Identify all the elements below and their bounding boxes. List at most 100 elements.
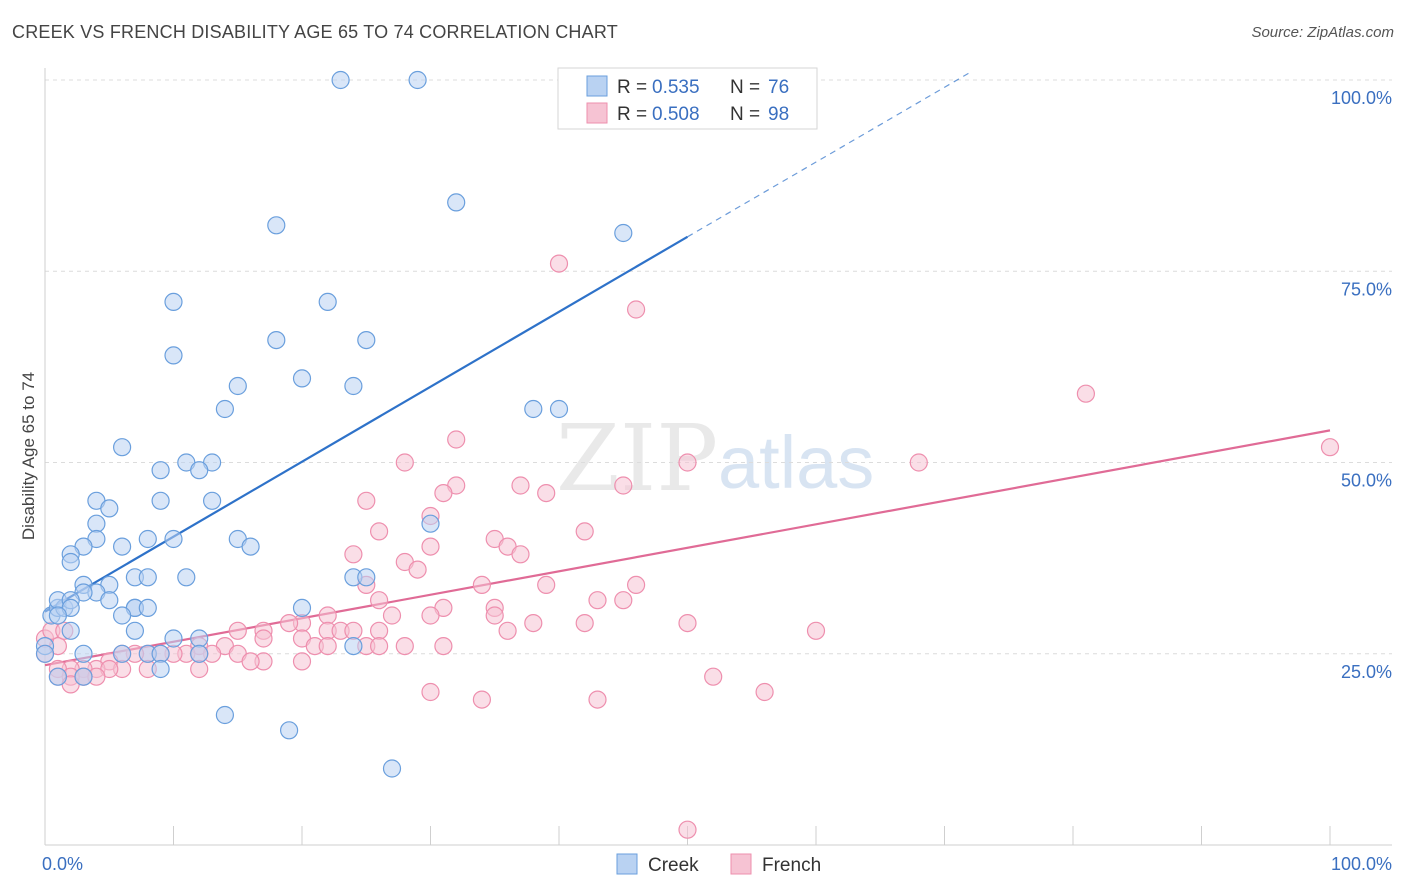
french-point: [806, 621, 826, 640]
creek-point: [228, 376, 247, 396]
creek-point: [177, 568, 196, 587]
french-point: [472, 690, 491, 709]
legend-french-r-value: 0.508: [652, 104, 700, 125]
creek-point: [138, 598, 157, 618]
creek-point: [241, 537, 260, 556]
creek-point: [614, 223, 633, 243]
creek-point: [357, 568, 376, 587]
creek-point: [164, 629, 183, 648]
bottom-legend-swatch-french: [730, 853, 752, 875]
y-axis-label: Disability Age 65 to 74: [19, 372, 38, 540]
french-point: [421, 606, 440, 625]
bottom-legend-french: French: [762, 855, 821, 876]
creek-point: [408, 70, 427, 90]
french-point: [370, 522, 389, 541]
french-point: [254, 629, 273, 648]
legend-creek-r-value: 0.535: [652, 77, 700, 98]
creek-point: [382, 759, 402, 778]
legend-french-r-label: R =: [617, 104, 647, 125]
french-point: [370, 591, 389, 610]
creek-point: [318, 292, 337, 311]
creek-point: [164, 529, 183, 549]
french-point: [485, 606, 504, 625]
creek-point: [87, 514, 106, 533]
stats-legend: R = 0.535 N = 76 R = 0.508 N = 98: [557, 67, 818, 130]
creek-point: [48, 667, 68, 686]
french-point: [626, 300, 646, 319]
creek-point: [35, 644, 55, 663]
tick-labels: 25.0% 50.0% 75.0% 100.0% 0.0% 100.0%: [42, 88, 1392, 874]
french-point: [395, 636, 414, 656]
legend-swatch-creek: [586, 75, 608, 97]
creek-point: [100, 499, 119, 518]
french-point: [190, 659, 209, 679]
creek-point: [190, 461, 209, 480]
french-point: [241, 652, 260, 671]
french-point: [575, 613, 594, 633]
data-points: [35, 70, 1340, 839]
french-point: [614, 476, 633, 495]
french-point: [678, 453, 697, 472]
creek-point: [344, 636, 363, 656]
creek-point: [74, 644, 93, 663]
creek-point: [292, 598, 312, 618]
y-tick-label: 100.0%: [1331, 88, 1392, 108]
french-point: [909, 453, 928, 472]
creek-point: [280, 721, 299, 740]
chart-title: CREEK VS FRENCH DISABILITY AGE 65 TO 74 …: [12, 22, 618, 42]
creek-point: [267, 216, 286, 235]
creek-point: [203, 491, 222, 510]
french-point: [1076, 384, 1096, 403]
x-tick-label: 0.0%: [42, 854, 83, 874]
creek-point: [151, 644, 170, 663]
french-point: [524, 613, 543, 633]
french-point: [472, 575, 491, 595]
french-point: [511, 545, 530, 564]
creek-point: [267, 331, 286, 350]
french-point: [318, 606, 337, 625]
creek-point: [100, 591, 119, 610]
creek-point: [48, 606, 68, 625]
french-point: [292, 652, 312, 671]
french-point: [678, 820, 697, 839]
creek-point: [524, 399, 543, 419]
french-point: [537, 484, 556, 503]
legend-french-n-label: N =: [730, 104, 760, 125]
legend-creek-n-label: N =: [730, 77, 760, 98]
creek-point: [331, 70, 350, 90]
french-point: [408, 560, 427, 579]
creek-trendline: [44, 235, 689, 613]
creek-point: [112, 438, 132, 457]
legend-creek-r-label: R =: [617, 77, 647, 98]
french-point: [421, 537, 440, 556]
bottom-legend-creek: Creek: [648, 855, 699, 876]
french-point: [626, 575, 646, 595]
french-point: [421, 682, 440, 702]
creek-point: [164, 346, 183, 365]
legend-creek-n-value: 76: [768, 77, 789, 98]
french-point: [498, 621, 517, 640]
trendlines: [44, 71, 1331, 667]
axes: [44, 68, 1392, 846]
creek-point: [151, 659, 170, 679]
source-credit: Source: ZipAtlas.com: [1251, 24, 1394, 41]
french-point: [678, 613, 697, 633]
creek-point: [357, 331, 376, 350]
french-point: [382, 606, 402, 625]
french-point: [549, 254, 569, 273]
french-point: [318, 636, 337, 656]
creek-point: [447, 193, 466, 212]
x-tick-label: 100.0%: [1331, 854, 1392, 874]
creek-point: [138, 568, 157, 587]
french-point: [704, 667, 723, 686]
creek-point: [61, 552, 80, 572]
creek-point: [61, 621, 80, 640]
creek-point: [344, 376, 363, 396]
y-tick-label: 25.0%: [1341, 662, 1392, 682]
creek-point: [215, 705, 234, 725]
creek-point: [151, 491, 170, 510]
creek-point: [164, 292, 183, 311]
series-legend: Creek French: [616, 853, 821, 876]
french-point: [344, 545, 363, 564]
